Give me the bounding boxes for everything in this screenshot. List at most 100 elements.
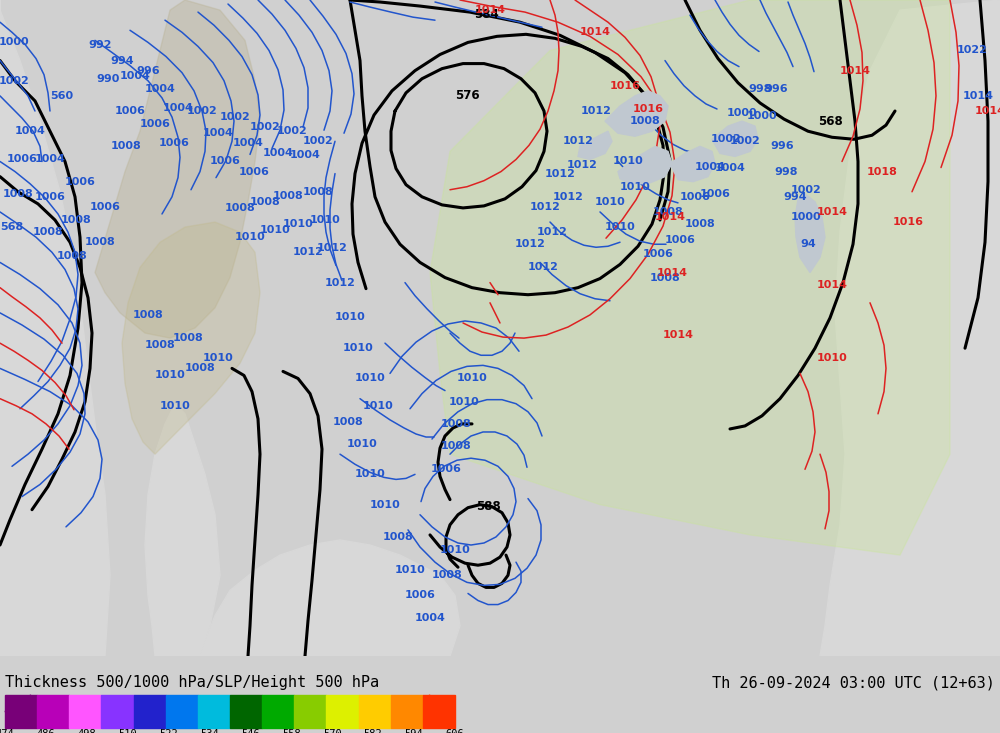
Text: 546: 546: [241, 729, 260, 733]
Text: 1008: 1008: [441, 441, 471, 451]
Text: 998: 998: [774, 166, 798, 177]
Text: 996: 996: [136, 66, 160, 75]
Bar: [294, 695, 326, 728]
Text: 1002: 1002: [791, 185, 821, 195]
Text: 1010: 1010: [160, 401, 190, 410]
Text: 1010: 1010: [355, 374, 385, 383]
Text: 1004: 1004: [290, 150, 320, 161]
Polygon shape: [0, 0, 110, 656]
Text: 576: 576: [455, 89, 479, 103]
Text: 582: 582: [364, 729, 383, 733]
Text: 1008: 1008: [273, 191, 303, 201]
Text: 1014: 1014: [654, 212, 686, 222]
Text: 1010: 1010: [363, 401, 393, 410]
Text: 1008: 1008: [111, 141, 141, 151]
Polygon shape: [430, 0, 950, 555]
Text: 1014: 1014: [974, 106, 1000, 116]
Bar: [101, 695, 134, 728]
Text: 1008: 1008: [133, 310, 163, 320]
Text: 510: 510: [118, 729, 137, 733]
Text: 1012: 1012: [530, 202, 560, 212]
Text: 992: 992: [88, 40, 112, 51]
Bar: [423, 695, 455, 728]
Text: 534: 534: [200, 729, 219, 733]
Text: 1006: 1006: [65, 177, 95, 187]
Text: 1012: 1012: [325, 278, 355, 287]
Text: 560: 560: [50, 91, 74, 101]
Text: 1014: 1014: [580, 27, 610, 37]
Text: 994: 994: [110, 56, 134, 65]
Text: 1008: 1008: [333, 417, 363, 427]
Text: 1010: 1010: [335, 312, 365, 322]
Text: 1004: 1004: [715, 163, 745, 172]
Bar: [5, 695, 37, 728]
Text: 1000: 1000: [0, 37, 29, 48]
Text: 1010: 1010: [310, 215, 340, 225]
Text: 1014: 1014: [816, 207, 848, 217]
Text: 1010: 1010: [440, 545, 470, 555]
Text: 1014: 1014: [656, 268, 688, 278]
Text: 1012: 1012: [537, 227, 567, 237]
Text: 1006: 1006: [7, 155, 37, 164]
Text: 474: 474: [0, 729, 14, 733]
Text: 1008: 1008: [61, 215, 91, 225]
Text: 1008: 1008: [225, 203, 255, 213]
Text: 1010: 1010: [235, 232, 265, 242]
Polygon shape: [5, 695, 31, 728]
Text: 1008: 1008: [432, 570, 462, 581]
Text: 1010: 1010: [449, 397, 479, 407]
Text: 1010: 1010: [395, 565, 425, 575]
Text: 1006: 1006: [643, 249, 673, 259]
Text: 1004: 1004: [163, 103, 193, 113]
Text: 486: 486: [37, 729, 55, 733]
Text: 1014: 1014: [840, 66, 870, 75]
Text: 1016: 1016: [893, 217, 924, 227]
Polygon shape: [820, 0, 1000, 656]
Text: 1004: 1004: [145, 84, 175, 94]
Text: 1022: 1022: [957, 45, 987, 56]
Text: 990: 990: [96, 74, 120, 84]
Text: 1008: 1008: [250, 197, 280, 207]
Text: Th 26-09-2024 03:00 UTC (12+63): Th 26-09-2024 03:00 UTC (12+63): [712, 675, 995, 690]
Text: 1008: 1008: [173, 333, 203, 343]
Text: 1010: 1010: [343, 343, 373, 353]
Text: 1010: 1010: [620, 182, 650, 192]
Polygon shape: [670, 147, 715, 182]
Polygon shape: [605, 91, 668, 136]
Text: 994: 994: [783, 192, 807, 202]
Text: 1012: 1012: [553, 192, 583, 202]
Text: 1002: 1002: [711, 134, 741, 144]
Polygon shape: [712, 121, 758, 156]
Polygon shape: [429, 695, 455, 728]
Text: 1012: 1012: [581, 106, 611, 116]
Text: 1004: 1004: [263, 148, 293, 158]
Text: 1010: 1010: [347, 439, 377, 449]
Text: 1000: 1000: [727, 108, 757, 118]
Text: 568: 568: [818, 114, 842, 128]
Text: 1008: 1008: [303, 187, 333, 196]
Text: 1008: 1008: [3, 189, 33, 199]
Polygon shape: [122, 222, 260, 454]
Text: 568: 568: [0, 222, 24, 232]
Text: 1010: 1010: [613, 156, 643, 166]
Bar: [230, 695, 262, 728]
Text: 1008: 1008: [650, 273, 680, 282]
Bar: [359, 695, 391, 728]
Text: Thickness 500/1000 hPa/SLP/Height 500 hPa: Thickness 500/1000 hPa/SLP/Height 500 hP…: [5, 675, 379, 690]
Bar: [69, 695, 101, 728]
Text: 1012: 1012: [515, 239, 545, 249]
Text: 1018: 1018: [867, 166, 897, 177]
Text: 584: 584: [474, 7, 498, 21]
Text: 1010: 1010: [370, 500, 400, 509]
Text: 1008: 1008: [57, 251, 87, 262]
Text: 588: 588: [476, 500, 500, 513]
Text: 1004: 1004: [233, 139, 263, 148]
Text: 1006: 1006: [140, 119, 170, 129]
Text: 1006: 1006: [35, 192, 65, 202]
Text: 1002: 1002: [730, 136, 760, 147]
Text: 1010: 1010: [203, 353, 233, 364]
Text: 1012: 1012: [528, 262, 558, 273]
Text: 1010: 1010: [260, 225, 290, 235]
Text: 996: 996: [770, 141, 794, 151]
Text: 1014: 1014: [816, 279, 848, 290]
